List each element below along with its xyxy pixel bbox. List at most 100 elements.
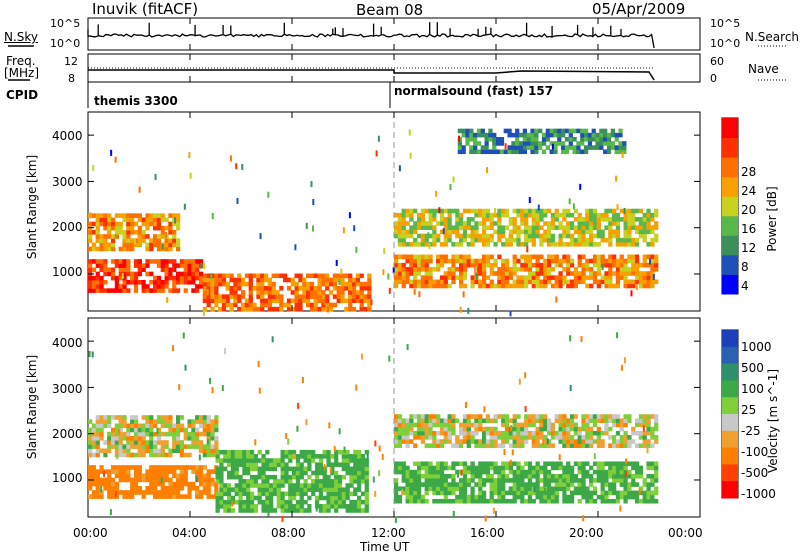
power-cell (527, 267, 533, 272)
velocity-cell (501, 473, 506, 479)
velocity-cell (253, 504, 258, 509)
velocity-cell (589, 473, 594, 479)
velocity-cell (219, 449, 224, 455)
velocity-cell (447, 414, 452, 419)
power-scatter-point (166, 296, 169, 303)
power-cell (531, 229, 536, 235)
velocity-scatter-point (492, 507, 495, 514)
velocity-cell (600, 490, 605, 496)
power-cell (153, 221, 158, 227)
power-cell (535, 233, 540, 239)
power-cell (328, 306, 334, 312)
velocity-cell (436, 465, 441, 471)
velocity-cell (397, 461, 403, 467)
power-cell (497, 271, 502, 276)
power-cell (428, 208, 433, 214)
velocity-cell (198, 444, 204, 449)
power-cell (642, 217, 647, 222)
velocity-cell (242, 504, 247, 509)
velocity-cell (179, 452, 185, 458)
power-cell (137, 213, 142, 218)
velocity-cell (99, 494, 104, 499)
power-cell (622, 141, 627, 146)
velocity-cell (257, 458, 262, 463)
power-cell (306, 286, 311, 291)
velocity-cell (554, 494, 559, 500)
power-cell (110, 238, 116, 243)
power-cell (606, 141, 612, 146)
velocity-cell (110, 485, 116, 491)
power-cell (122, 284, 127, 289)
power-cell (401, 262, 406, 268)
velocity-cell (311, 470, 316, 476)
power-cell (459, 242, 464, 247)
velocity-cell (114, 448, 119, 454)
power-cell (642, 279, 647, 285)
velocity-cell (547, 494, 552, 500)
power-cell (606, 149, 612, 155)
velocity-cell (91, 423, 97, 429)
velocity-cell (269, 499, 274, 505)
velocity-cell (447, 439, 452, 444)
velocity-cell (535, 426, 540, 432)
velocity-cell (566, 469, 571, 475)
velocity-cell (288, 499, 293, 505)
velocity-cell (95, 427, 100, 433)
velocity-cell (527, 422, 533, 428)
velocity-cell (489, 435, 494, 440)
velocity-cell (612, 414, 617, 419)
velocity-cell (573, 478, 578, 483)
velocity-cell (280, 462, 285, 467)
power-cell (481, 275, 487, 280)
velocity-cell (447, 473, 452, 479)
velocity-cell (133, 452, 139, 458)
velocity-cell (280, 495, 285, 501)
velocity-cell (497, 443, 502, 448)
velocity-cell (416, 461, 422, 467)
velocity-cell (357, 495, 362, 501)
power-cell (554, 217, 559, 222)
velocity-scatter-point (569, 384, 572, 391)
power-cell (149, 213, 154, 218)
power-cell (420, 267, 425, 272)
velocity-scatter-point (366, 453, 369, 460)
velocity-cell (226, 504, 232, 509)
velocity-cell (631, 473, 636, 479)
power-cell (153, 288, 158, 293)
velocity-cell (642, 418, 647, 423)
power-cell (149, 238, 154, 243)
velocity-cell (566, 482, 571, 487)
freq-tick-bottom: 8 (68, 72, 75, 85)
velocity-cell (160, 494, 165, 499)
power-cell (516, 242, 521, 247)
power-cell (428, 275, 433, 280)
velocity-cell (280, 474, 285, 480)
velocity-scatter-point (116, 453, 119, 460)
velocity-cell (642, 490, 647, 496)
power-cell (481, 225, 487, 230)
velocity-cell (95, 452, 100, 458)
velocity-cell (122, 465, 127, 470)
power-cell (459, 254, 464, 260)
power-scatter-point (526, 246, 529, 253)
velocity-cell (261, 504, 266, 509)
power-cell (650, 212, 655, 218)
velocity-cell (295, 462, 301, 467)
velocity-cell (642, 439, 647, 444)
velocity-cell (357, 466, 362, 472)
velocity-cell (520, 422, 525, 428)
velocity-cell (612, 498, 617, 504)
power-cell (543, 279, 548, 285)
velocity-cell (242, 462, 247, 467)
power-cell (424, 237, 429, 243)
power-cell (248, 294, 253, 299)
velocity-cell (566, 443, 571, 448)
power-cell (604, 225, 609, 230)
velocity-cell (585, 473, 590, 479)
power-cell (478, 233, 483, 239)
velocity-cell (242, 479, 247, 484)
power-cell (191, 271, 196, 277)
velocity-cell (91, 494, 97, 499)
power-cell (164, 217, 169, 223)
velocity-cell (592, 430, 598, 436)
